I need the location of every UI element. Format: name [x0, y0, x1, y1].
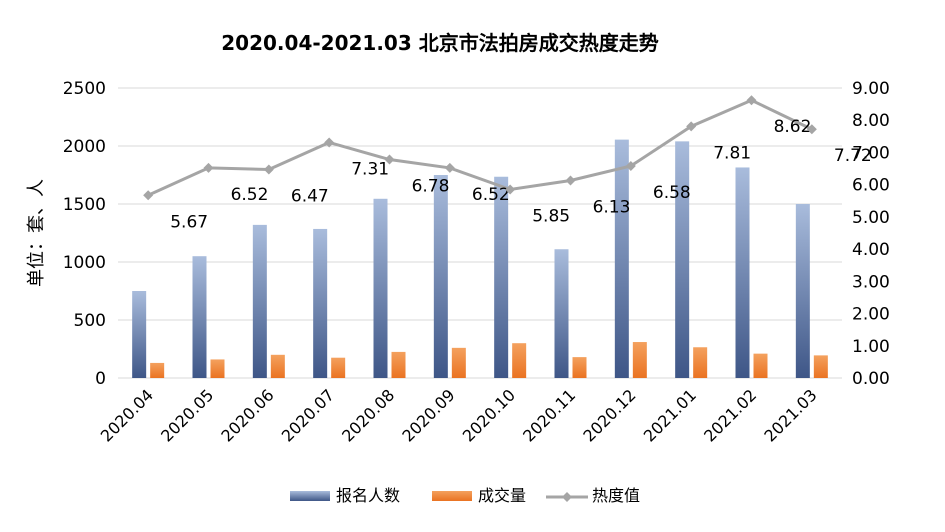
legend-label-deals: 成交量	[478, 486, 526, 505]
y2-tick-label: 7.00	[852, 143, 890, 163]
heat-line	[147, 98, 813, 197]
y-tick-label: 500	[74, 311, 106, 331]
x-tick-label: 2021.02	[700, 385, 760, 445]
y-tick-label: 2000	[63, 137, 106, 157]
heat-point	[324, 137, 335, 148]
bar-deals	[451, 347, 466, 378]
bar-registrants	[494, 176, 509, 378]
y-tick-label: 0	[95, 369, 106, 389]
bar-registrants	[735, 167, 750, 378]
chart-title: 2020.04-2021.03 北京市法拍房成交热度走势	[221, 31, 658, 55]
x-tick-label: 2021.01	[640, 385, 700, 445]
legend-label-heat: 热度值	[592, 486, 640, 505]
heat-point	[444, 162, 455, 173]
y2-tick-label: 9.00	[852, 79, 890, 99]
x-tick-label: 2020.06	[217, 385, 277, 445]
gridlines	[118, 87, 842, 379]
x-tick-label: 2020.05	[157, 385, 217, 445]
x-tick-label: 2020.12	[579, 385, 639, 445]
heat-data-label: 7.31	[351, 159, 389, 179]
y-tick-label: 1000	[63, 253, 106, 273]
heat-data-label: 6.58	[653, 183, 691, 203]
legend-label-registrants: 报名人数	[336, 486, 400, 505]
heat-data-label: 8.62	[774, 117, 812, 137]
bar-registrants	[373, 198, 388, 378]
y2-tick-label: 3.00	[852, 272, 890, 292]
bar-registrants	[554, 249, 569, 378]
heat-point	[746, 95, 757, 106]
x-tick-label: 2020.11	[519, 385, 579, 445]
y2-tick-label: 4.00	[852, 240, 890, 260]
heat-data-label: 6.13	[593, 197, 631, 217]
y-axis-title: 单位：套、人	[26, 179, 47, 287]
x-tick-label: 2020.04	[97, 385, 157, 445]
heat-data-label: 6.47	[291, 187, 329, 207]
bar-deals	[632, 342, 647, 378]
heat-data-label: 5.67	[170, 212, 208, 232]
y2-tick-label: 8.00	[852, 111, 890, 131]
legend-marker-heat	[562, 492, 572, 502]
bar-deals	[150, 362, 165, 378]
bar-registrants	[313, 228, 328, 378]
legend-swatch-registrants	[290, 491, 330, 501]
bar-deals	[391, 351, 406, 378]
line-series: 5.67 6.52 6.47 7.31 6.78 6.52 5.85 6.13 6.58 7.81…	[143, 95, 872, 232]
y-tick-label: 1500	[63, 195, 106, 215]
heat-data-label: 6.78	[412, 177, 450, 197]
bar-deals	[813, 355, 828, 378]
y2-tick-label: 1.00	[852, 337, 890, 357]
heat-data-label: 7.81	[713, 143, 751, 163]
bar-registrants	[795, 204, 810, 378]
bar-deals	[572, 357, 587, 378]
y2-tick-label: 0.00	[852, 369, 890, 389]
heat-point	[686, 121, 697, 132]
x-tick-label: 2020.08	[338, 385, 398, 445]
y-tick-label: 2500	[63, 79, 106, 99]
legend-swatch-deals	[432, 491, 472, 501]
legend: 报名人数 成交量 热度值	[290, 486, 640, 505]
x-tick-label: 2020.07	[278, 385, 338, 445]
bar-registrants	[132, 291, 147, 378]
heat-point	[505, 184, 516, 195]
bar-registrants	[192, 256, 207, 378]
heat-point	[263, 164, 274, 175]
y2-tick-label: 6.00	[852, 176, 890, 196]
y2-tick-label: 2.00	[852, 305, 890, 325]
heat-data-label: 7.72	[834, 146, 872, 166]
heat-point	[143, 190, 154, 201]
bar-registrants	[614, 139, 629, 378]
bars	[132, 139, 828, 378]
heat-point	[625, 160, 636, 171]
x-tick-label: 2020.10	[459, 385, 519, 445]
bar-deals	[331, 357, 346, 378]
heat-data-label: 6.52	[472, 185, 510, 205]
y2-tick-label: 5.00	[852, 208, 890, 228]
x-tick-label: 2021.03	[760, 385, 820, 445]
heat-data-label: 6.52	[231, 185, 269, 205]
heat-point	[806, 124, 817, 135]
heat-point	[565, 175, 576, 186]
x-tick-label: 2020.09	[398, 385, 458, 445]
heat-point	[384, 154, 395, 165]
bar-deals	[270, 354, 285, 378]
bar-registrants	[675, 141, 690, 378]
bar-deals	[512, 343, 527, 378]
bar-deals	[753, 353, 768, 378]
bar-registrants	[252, 224, 267, 378]
heat-data-label: 5.85	[532, 207, 570, 227]
bar-registrants	[433, 175, 448, 378]
bar-deals	[210, 359, 225, 378]
bar-deals	[693, 347, 708, 378]
heat-point	[203, 162, 214, 173]
